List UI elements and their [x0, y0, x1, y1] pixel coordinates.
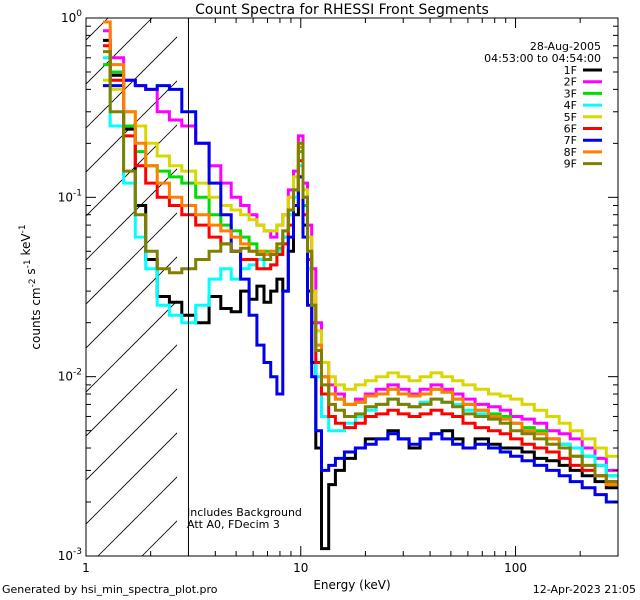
footer-generator: Generated by hsi_min_spectra_plot.pro: [2, 583, 218, 596]
x-tick-label: 100: [504, 561, 527, 575]
footer-timestamp: 12-Apr-2023 21:05: [532, 583, 636, 596]
y-axis-label: counts cm-2 s-1 keV-1: [18, 224, 43, 349]
y-tick-label: 100: [61, 9, 82, 25]
attenuator-note: Att A0, FDecim 3: [187, 518, 280, 531]
hatch-line: [230, 0, 640, 556]
legend-label: 1F: [564, 64, 577, 77]
time-range-label: 04:53:00 to 04:54:00: [484, 52, 601, 65]
series-5F: [103, 78, 618, 458]
legend-item-9F: 9F: [564, 158, 602, 171]
legend-item-5F: 5F: [564, 111, 602, 124]
series-7F: [103, 78, 618, 504]
legend-item-6F: 6F: [564, 123, 602, 136]
svg-text:counts cm-2 s-1 keV-1: counts cm-2 s-1 keV-1: [18, 224, 43, 349]
legend-item-7F: 7F: [564, 134, 602, 147]
legend-label: 6F: [564, 123, 577, 136]
y-tick-label: 10-3: [58, 547, 82, 563]
series-9F: [103, 50, 618, 484]
x-tick-label: 10: [293, 561, 308, 575]
series-group: [103, 20, 618, 551]
legend-label: 7F: [564, 134, 577, 147]
series-2F: [103, 29, 618, 472]
legend-label: 5F: [564, 111, 577, 124]
hatch-line: [86, 344, 177, 437]
chart-title: Count Spectra for RHESSI Front Segments: [195, 2, 489, 18]
x-tick-label: 1: [82, 561, 90, 575]
hatch-line: [86, 212, 177, 305]
legend-item-1F: 1F: [564, 64, 602, 77]
y-tick-label: 10-1: [58, 188, 82, 204]
legend-item-2F: 2F: [564, 76, 602, 89]
legend-label: 3F: [564, 87, 577, 100]
background-note: Includes Background: [187, 506, 302, 519]
legend-item-4F: 4F: [564, 99, 602, 112]
x-axis-label: Energy (keV): [313, 578, 390, 592]
y-tick-label: 10-2: [58, 368, 82, 384]
legend-item-3F: 3F: [564, 87, 602, 100]
hatch-line: [86, 432, 177, 525]
axes: 1 10 100 100 10-1 10-2 10-3: [58, 9, 619, 575]
legend-label: 9F: [564, 158, 577, 171]
legend-label: 4F: [564, 99, 577, 112]
hatch-line: [86, 124, 177, 217]
hatch-line: [0, 0, 86, 556]
series-1F: [103, 38, 618, 551]
legend-label: 2F: [564, 76, 577, 89]
date-label: 28-Aug-2005: [530, 40, 601, 53]
legend-item-8F: 8F: [564, 146, 602, 159]
legend-label: 8F: [564, 146, 577, 159]
hatch-line: [86, 388, 177, 481]
plot-frame: [85, 17, 619, 557]
